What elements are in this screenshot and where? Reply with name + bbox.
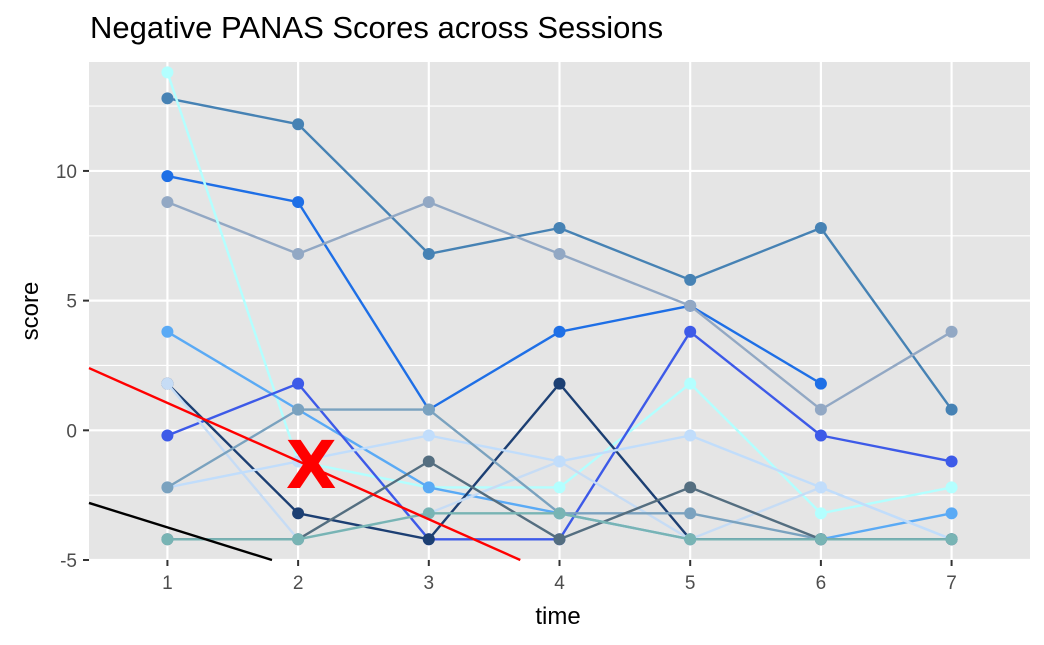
data-point (161, 377, 174, 390)
data-point (814, 481, 827, 494)
data-point (684, 507, 697, 520)
data-point (814, 403, 827, 416)
data-point (945, 403, 958, 416)
data-point (422, 507, 435, 520)
data-point (814, 429, 827, 442)
series-layer (161, 66, 958, 546)
data-point (814, 377, 827, 390)
data-point (814, 222, 827, 234)
data-point (161, 429, 174, 442)
data-point (684, 533, 697, 546)
data-point (684, 299, 697, 312)
y-axis-title: score (17, 282, 44, 341)
data-point (553, 222, 566, 234)
data-point (945, 533, 958, 546)
x-tick-label: 2 (293, 573, 304, 594)
data-point (292, 507, 305, 520)
data-point (553, 247, 566, 260)
data-point (422, 403, 435, 416)
x-tick-label: 5 (685, 573, 696, 594)
chart-title: Negative PANAS Scores across Sessions (90, 10, 663, 45)
data-point (161, 196, 174, 209)
grid (89, 62, 1030, 562)
series-12 (161, 507, 958, 546)
y-tick-label: 0 (66, 421, 77, 442)
data-point (161, 481, 174, 494)
x-tick-label: 4 (554, 573, 565, 594)
axes: 1 2 3 4 5 6 7 -5 0 5 10 (56, 162, 957, 594)
y-tick-label: -5 (60, 551, 77, 572)
data-point (553, 507, 566, 520)
data-point (292, 196, 305, 209)
data-point (553, 455, 566, 468)
data-point (945, 455, 958, 468)
data-point (161, 66, 174, 79)
data-point (292, 403, 305, 416)
annotation-marker-1: X (286, 427, 337, 504)
data-point (161, 170, 174, 183)
data-point (945, 325, 958, 338)
data-point (422, 196, 435, 209)
data-point (292, 377, 305, 390)
series-1 (161, 92, 958, 416)
series-3 (161, 196, 958, 416)
data-point (684, 429, 697, 442)
data-point (422, 533, 435, 546)
data-point (553, 377, 566, 390)
data-point (422, 429, 435, 442)
data-point (684, 273, 697, 286)
overlay-layer (88, 366, 521, 562)
x-axis-title: time (535, 603, 580, 630)
data-point (422, 455, 435, 468)
data-point (684, 481, 697, 494)
data-point (292, 533, 305, 546)
overlay-line-1 (88, 366, 521, 562)
x-tick-label: 3 (424, 573, 435, 594)
data-point (553, 481, 566, 494)
data-point (684, 377, 697, 390)
data-point (553, 325, 566, 338)
data-point (292, 118, 305, 131)
data-point (945, 507, 958, 520)
data-point (422, 247, 435, 260)
data-point (684, 325, 697, 338)
overlay-line-2 (88, 501, 273, 562)
y-tick-label: 5 (66, 292, 77, 313)
data-point (945, 481, 958, 494)
series-line (167, 174, 822, 411)
data-point (161, 325, 174, 338)
data-point (814, 507, 827, 520)
data-point (422, 481, 435, 494)
data-point (553, 533, 566, 546)
data-point (814, 533, 827, 546)
data-point (292, 247, 305, 260)
x-tick-label: 1 (162, 573, 173, 594)
y-tick-label: 10 (56, 162, 77, 183)
data-point (161, 533, 174, 546)
annotation-layer: X (286, 427, 337, 504)
data-point (161, 92, 174, 105)
x-tick-label: 7 (946, 573, 957, 594)
x-tick-label: 6 (816, 573, 827, 594)
